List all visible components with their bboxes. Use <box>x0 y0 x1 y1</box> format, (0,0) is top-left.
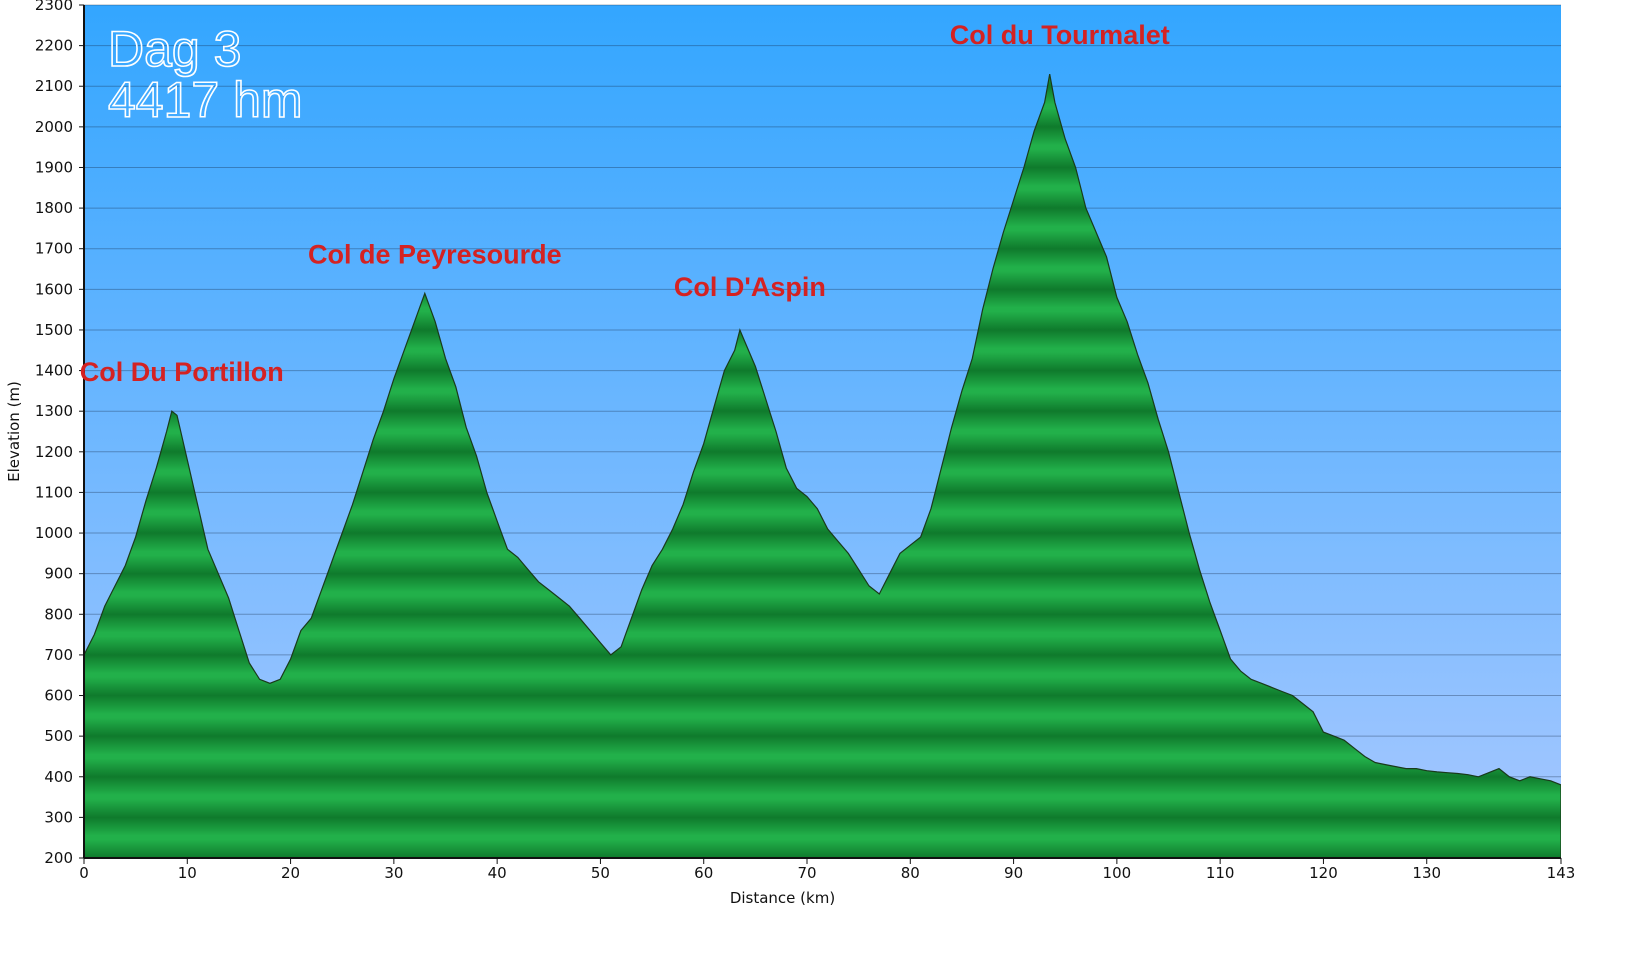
x-tick-label: 10 <box>178 864 197 882</box>
x-axis-title: Distance (km) <box>730 889 835 907</box>
x-tick-label: 20 <box>281 864 300 882</box>
x-tick-label: 120 <box>1309 864 1338 882</box>
x-tick-label: 110 <box>1206 864 1235 882</box>
overlay-climb: 4417 hm <box>108 72 303 128</box>
y-tick-label: 1300 <box>35 402 73 420</box>
x-tick-label: 50 <box>591 864 610 882</box>
y-tick-label: 2200 <box>35 37 73 55</box>
y-tick-label: 1600 <box>35 280 73 298</box>
x-tick-label: 40 <box>488 864 507 882</box>
x-axis-ticks: 0 10 20 30 40 50 60 70 80 90 100 110 120 130 143 <box>79 858 1575 882</box>
y-axis-ticks: 200 300 400 500 600 700 800 900 1000 1100 1200 1300… <box>35 0 84 867</box>
y-tick-label: 900 <box>44 565 73 583</box>
y-tick-label: 1900 <box>35 158 73 176</box>
y-tick-label: 1500 <box>35 321 73 339</box>
y-tick-label: 1200 <box>35 443 73 461</box>
y-tick-label: 800 <box>44 605 73 623</box>
y-tick-label: 200 <box>44 849 73 867</box>
y-axis-title: Elevation (m) <box>5 381 23 482</box>
overlay-day: Dag 3 <box>108 21 241 77</box>
y-tick-label: 2100 <box>35 77 73 95</box>
y-tick-label: 2000 <box>35 118 73 136</box>
y-tick-label: 700 <box>44 646 73 664</box>
x-tick-label: 70 <box>797 864 816 882</box>
axes <box>83 5 1561 859</box>
y-tick-label: 1400 <box>35 362 73 380</box>
y-tick-label: 1100 <box>35 483 73 501</box>
x-tick-label: 80 <box>901 864 920 882</box>
y-tick-label: 1700 <box>35 240 73 258</box>
y-tick-label: 400 <box>44 768 73 786</box>
x-tick-label: 130 <box>1412 864 1441 882</box>
peak-label: Col Du Portillon <box>80 357 284 387</box>
y-tick-label: 600 <box>44 687 73 705</box>
y-tick-label: 1800 <box>35 199 73 217</box>
y-tick-label: 2300 <box>35 0 73 14</box>
peak-annotations: Col Du Portillon Col de Peyresourde Col D'… <box>80 20 1170 387</box>
peak-label: Col de Peyresourde <box>308 239 562 269</box>
x-tick-label: 100 <box>1103 864 1132 882</box>
y-tick-label: 300 <box>44 808 73 826</box>
x-tick-label: 90 <box>1004 864 1023 882</box>
elevation-area <box>84 73 1561 858</box>
x-tick-label: 30 <box>384 864 403 882</box>
y-tick-label: 500 <box>44 727 73 745</box>
x-tick-label: 60 <box>694 864 713 882</box>
peak-label: Col du Tourmalet <box>950 20 1170 50</box>
x-tick-label: 143 <box>1547 864 1576 882</box>
x-tick-label: 0 <box>79 864 89 882</box>
peak-label: Col D'Aspin <box>674 272 826 302</box>
day-overlay: Dag 3 4417 hm <box>107 20 303 129</box>
y-tick-label: 1000 <box>35 524 73 542</box>
